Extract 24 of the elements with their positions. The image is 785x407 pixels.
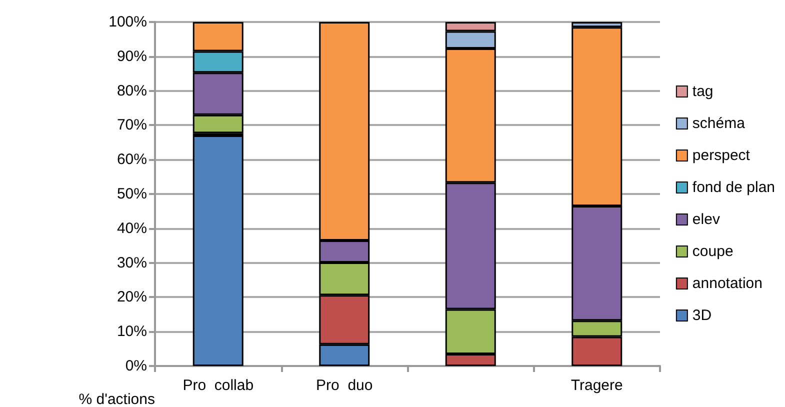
x-tick-label: Pro duo: [316, 377, 373, 394]
legend-label: annotation: [692, 275, 763, 292]
y-tick-label: 10%: [116, 323, 147, 340]
y-tick-label: 0%: [125, 358, 147, 374]
y-tick-label: 100%: [108, 14, 147, 30]
legend-label: schéma: [692, 115, 746, 132]
y-tick-label: 20%: [116, 288, 147, 306]
legend-label: elev: [692, 211, 720, 228]
legend-label: 3D: [692, 307, 712, 324]
legend-label: perspect: [692, 147, 751, 164]
y-tick-label: 40%: [116, 220, 147, 237]
y-axis-title: % d'actions: [78, 391, 155, 407]
legend-label: fond de plan: [692, 179, 776, 196]
x-tick-label: Tragere: [570, 377, 623, 394]
y-tick-label: 80%: [116, 82, 147, 100]
y-tick-label: 50%: [116, 186, 147, 202]
x-tick-label: Pro collab: [182, 377, 254, 394]
y-tick-label: 30%: [116, 254, 147, 272]
y-tick-label: 60%: [116, 151, 147, 168]
legend-label: coupe: [692, 243, 734, 260]
y-tick-label: 70%: [116, 116, 147, 134]
legend-label: tag: [692, 83, 714, 100]
bar: [192, 136, 244, 366]
y-tick-label: 90%: [116, 48, 147, 65]
